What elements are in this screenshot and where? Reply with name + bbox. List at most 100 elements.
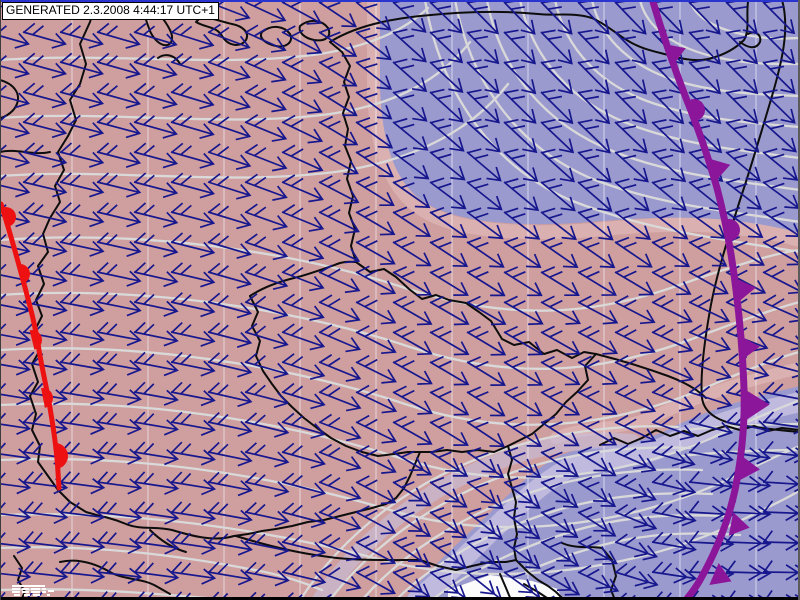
warm-front [0, 201, 68, 491]
wind-barb [429, 295, 470, 326]
wind-barb [725, 411, 771, 437]
front-triangle [735, 278, 756, 302]
wind-barb [466, 446, 505, 479]
wind-barb [244, 203, 289, 231]
wind-barb [281, 382, 326, 410]
wind-barb [96, 112, 142, 139]
wind-barb [22, 411, 69, 435]
wind-barb [170, 411, 216, 436]
wind-barb [133, 52, 178, 80]
wind-barb [355, 384, 398, 414]
wind-barb [170, 531, 217, 555]
wind-barb [355, 295, 397, 325]
wind-barb [133, 561, 180, 585]
wind-barb [170, 501, 217, 526]
wind-barb [59, 531, 106, 554]
wind-barb [207, 531, 253, 556]
wind-barb [762, 59, 796, 94]
wind-barb [392, 536, 431, 568]
wind-barb [244, 412, 290, 438]
wind-barb [651, 89, 685, 125]
wind-barb [318, 0, 357, 28]
wind-barb [688, 383, 733, 410]
wind-barb [207, 382, 253, 408]
wind-barb [614, 207, 652, 240]
wind-barb [96, 82, 141, 109]
wind-barb [22, 172, 68, 198]
wind-barb [22, 82, 68, 109]
wind-barb [725, 560, 772, 582]
wind-barb [577, 446, 617, 477]
wind-barb [725, 177, 763, 210]
wind-barb [207, 173, 252, 200]
wind-barb [133, 471, 180, 495]
wind-barb [614, 414, 657, 444]
wind-barb [577, 148, 612, 183]
wind-barb [392, 88, 428, 122]
wind-barb [207, 471, 253, 497]
wind-barb [59, 261, 105, 287]
wind-barb [133, 142, 179, 169]
wind-barb [466, 567, 503, 600]
wind-barb [688, 177, 725, 211]
wind-barb [96, 261, 142, 287]
wind-barb [22, 52, 67, 79]
wind-barb [170, 53, 215, 80]
wind-barb [577, 535, 618, 565]
wind-barb [651, 354, 694, 383]
wind-barb [614, 295, 656, 325]
wind-barb [207, 232, 252, 259]
watermark-pixel [42, 591, 46, 593]
watermark-pixel [47, 594, 50, 596]
front-scallop [3, 207, 16, 227]
wind-barb [688, 560, 735, 582]
front-scallop [29, 330, 42, 350]
window-right-edge [798, 0, 800, 600]
wind-barb [318, 204, 360, 234]
wind-barb [133, 441, 180, 466]
wind-barb [540, 385, 581, 416]
wind-barb [0, 82, 31, 109]
wind-barb [688, 441, 734, 466]
wind-barb [59, 82, 105, 109]
wind-barb [318, 383, 362, 412]
wind-barb [281, 502, 327, 529]
wind-barb [540, 236, 579, 269]
wind-barb [466, 477, 504, 510]
front-triangle [728, 512, 750, 536]
wind-barb [318, 86, 358, 117]
wind-barb [688, 148, 724, 182]
wind-barb [22, 351, 68, 376]
wind-barb [96, 471, 143, 495]
wind-barb [355, 265, 397, 295]
wind-barb [355, 505, 397, 535]
wind-barb [244, 352, 289, 379]
wind-barb [133, 232, 179, 258]
wind-barb [577, 236, 616, 269]
wind-barb [392, 566, 431, 598]
watermark-pixel [24, 594, 30, 596]
wind-barb [244, 472, 290, 498]
wind-barb [762, 411, 800, 435]
wind-barb [0, 172, 31, 198]
wind-barb [96, 441, 143, 465]
wind-barb [688, 236, 728, 267]
wind-barb [614, 562, 659, 590]
wind-barb [614, 384, 657, 414]
wind-barb [651, 531, 697, 556]
front-triangle [709, 562, 732, 586]
wind-barb [96, 501, 143, 525]
wind-barb [651, 413, 696, 441]
wind-barb [318, 145, 359, 175]
wind-barb [59, 172, 105, 198]
wind-barb [651, 294, 693, 324]
wind-barb [762, 89, 796, 124]
wind-barb [540, 89, 574, 125]
front-triangle [740, 456, 760, 480]
wind-barb [762, 352, 800, 379]
wind-barb [688, 207, 726, 239]
wind-barb [0, 52, 30, 79]
wind-barb [503, 178, 540, 212]
wind-barb [688, 294, 731, 324]
